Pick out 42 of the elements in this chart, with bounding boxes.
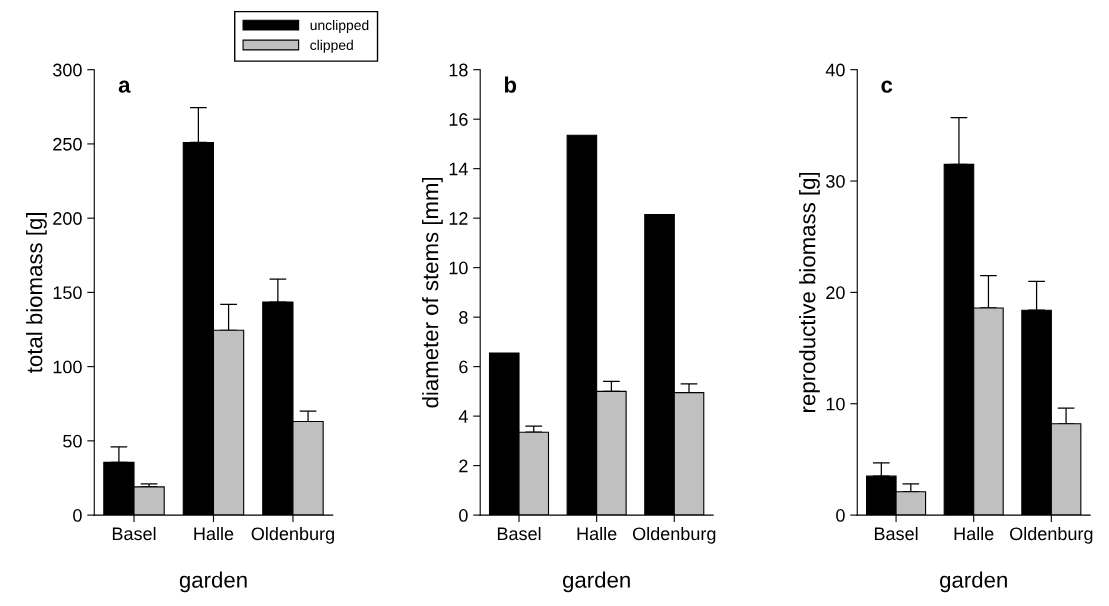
x-tick-label: Basel (874, 526, 918, 541)
y-tick-label: 30 (826, 174, 845, 188)
y-tick-label: 100 (53, 360, 82, 374)
y-tick-label: 200 (53, 212, 82, 225)
y-axis-title: total biomass [g] (26, 213, 47, 373)
x-tick-label: Halle (954, 526, 994, 541)
x-tick-label: Oldenburg (251, 526, 334, 544)
x-tick-label: Halle (577, 526, 617, 541)
y-tick-label: 18 (449, 63, 468, 77)
y-tick-label: 40 (825, 63, 845, 77)
legend-label: clipped (310, 39, 353, 53)
y-tick-label: 2 (459, 459, 468, 473)
y-tick-label: 12 (449, 212, 468, 225)
x-axis-title: garden (940, 571, 1007, 593)
y-tick-label: 300 (53, 63, 82, 77)
y-tick-label: 14 (449, 162, 468, 176)
legend-label: unclipped (310, 19, 369, 33)
y-tick-label: 10 (449, 261, 468, 275)
x-tick-label: Halle (194, 526, 234, 541)
y-tick-label: 150 (53, 286, 82, 300)
x-tick-label: Basel (497, 526, 541, 541)
x-tick-label: Basel (112, 526, 156, 541)
y-tick-label: 20 (826, 286, 845, 300)
y-tick-label: 0 (836, 509, 845, 522)
chart-title: a (118, 80, 131, 93)
y-axis-title: diameter of stems [mm] (422, 177, 443, 408)
x-tick-label: Oldenburg (632, 526, 716, 544)
y-tick-label: 0 (73, 509, 82, 522)
x-axis-title: garden (562, 571, 630, 593)
y-tick-label: 16 (449, 113, 468, 126)
x-axis-title: garden (179, 571, 247, 593)
chart-title: b (504, 76, 517, 93)
y-tick-label: 250 (53, 137, 82, 151)
y-tick-label: 0 (459, 509, 468, 522)
y-tick-label: 10 (826, 397, 845, 411)
y-tick-label: 50 (63, 434, 82, 448)
y-axis-title: reproductive biomass [g] (799, 172, 820, 412)
x-tick-label: Oldenburg (1010, 526, 1093, 544)
y-tick-label: 6 (459, 360, 468, 374)
y-tick-label: 8 (459, 311, 468, 324)
chart-title: c (881, 80, 893, 93)
y-tick-label: 4 (458, 410, 468, 423)
